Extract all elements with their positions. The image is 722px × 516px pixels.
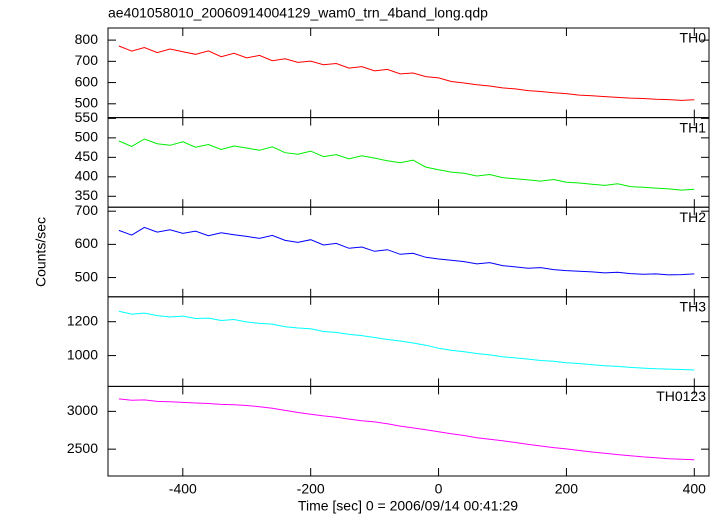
series-name: TH3 bbox=[680, 299, 707, 315]
panel-frame bbox=[107, 206, 710, 298]
y-tick-label: 400 bbox=[75, 168, 99, 184]
series-line bbox=[118, 398, 695, 461]
y-tick-label: 700 bbox=[75, 52, 99, 68]
y-tick-label: 2500 bbox=[67, 440, 98, 456]
series-line bbox=[118, 138, 695, 191]
x-tick-label: -400 bbox=[169, 481, 197, 497]
y-tick-label: 600 bbox=[75, 73, 99, 89]
y-tick-label: 500 bbox=[75, 129, 99, 145]
y-axis-label: Counts/sec bbox=[33, 217, 49, 287]
y-tick-label: 550 bbox=[75, 109, 99, 125]
x-axis-label: Time [sec] 0 = 2006/09/14 00:41:29 bbox=[298, 498, 518, 514]
series-name: TH0123 bbox=[656, 388, 706, 404]
series-line bbox=[118, 45, 695, 101]
y-tick-label: 1000 bbox=[67, 346, 98, 362]
panel-frame bbox=[107, 27, 710, 119]
x-tick-label: 400 bbox=[683, 481, 707, 497]
chart-title: ae401058010_20060914004129_wam0_trn_4ban… bbox=[108, 5, 488, 21]
y-tick-label: 3000 bbox=[67, 402, 98, 418]
y-tick-label: 350 bbox=[75, 187, 99, 203]
x-tick-label: 200 bbox=[555, 481, 579, 497]
series-name: TH0 bbox=[680, 30, 707, 46]
series-line bbox=[118, 310, 695, 371]
series-name: TH1 bbox=[680, 119, 707, 135]
panel-frame bbox=[107, 296, 710, 387]
y-tick-label: 500 bbox=[75, 95, 99, 111]
y-tick-label: 500 bbox=[75, 268, 99, 284]
series-line bbox=[118, 226, 695, 276]
x-tick-label: -200 bbox=[297, 481, 325, 497]
y-tick-label: 800 bbox=[75, 31, 99, 47]
y-tick-label: 600 bbox=[75, 235, 99, 251]
x-tick-label: 0 bbox=[435, 481, 443, 497]
y-tick-label: 1200 bbox=[67, 312, 98, 328]
panel-frame bbox=[107, 385, 710, 477]
y-tick-label: 450 bbox=[75, 148, 99, 164]
y-tick-label: 700 bbox=[75, 202, 99, 218]
panel-frame bbox=[107, 117, 710, 208]
series-name: TH2 bbox=[680, 209, 707, 225]
